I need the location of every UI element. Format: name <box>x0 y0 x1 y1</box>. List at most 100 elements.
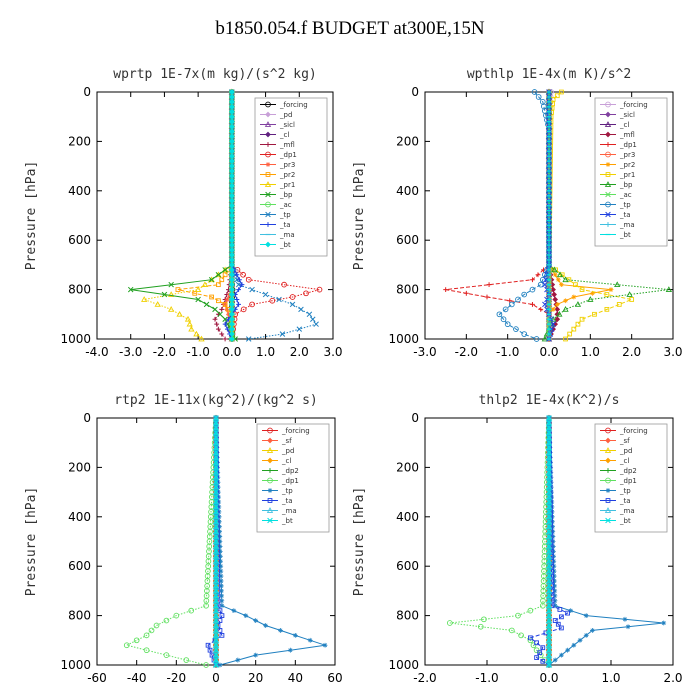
legend-entry: _forcing <box>281 427 310 435</box>
series-point <box>540 645 546 651</box>
legend: _forcing _sf _pd _cl _dp2 _dp1 _tp _ta _ma _bt <box>594 423 668 533</box>
series-point <box>546 484 552 490</box>
x-tick-label: -1.0 <box>496 345 519 359</box>
panel-rtp2: rtp2 1E-11x(kg^2)/(kg^2 s) Pressure [hPa]… <box>24 393 343 685</box>
series-point <box>216 282 221 288</box>
legend-entry: _dp1 <box>281 477 299 485</box>
y-tick-label: 400 <box>396 510 419 524</box>
series-point <box>213 662 219 668</box>
series-group <box>123 414 328 668</box>
legend-entry: _bp <box>619 181 633 189</box>
series-point <box>484 294 490 300</box>
legend-entry: _ma <box>281 507 297 515</box>
series-point <box>219 593 225 599</box>
x-tick-label: 3.0 <box>323 345 342 359</box>
y-tick-label: 200 <box>68 460 91 474</box>
legend-swatch-marker <box>605 211 611 218</box>
series-point <box>513 326 519 332</box>
series-point <box>530 642 537 649</box>
x-tick-label: -20 <box>167 671 187 685</box>
series-point <box>218 558 223 564</box>
series-point <box>217 539 223 544</box>
series-point <box>546 444 552 451</box>
series-point <box>245 276 252 283</box>
series-point <box>549 489 554 495</box>
legend-entry: _cl <box>279 131 289 139</box>
series-point <box>546 464 552 471</box>
series-point <box>546 598 552 604</box>
series-point <box>195 296 201 303</box>
series-point <box>219 588 224 594</box>
series-point <box>546 647 552 653</box>
legend-entry: _dp2 <box>619 467 637 475</box>
series-point <box>527 607 534 614</box>
series-point <box>546 573 552 579</box>
series-point <box>292 632 298 638</box>
series-point <box>579 287 585 292</box>
series-point <box>219 306 225 312</box>
legend-entry: _sf <box>619 437 630 445</box>
series-point <box>552 593 558 599</box>
series-point <box>530 302 535 307</box>
y-tick-label: 1000 <box>388 332 419 346</box>
legend-swatch-marker <box>265 191 271 198</box>
series-point <box>313 321 319 327</box>
series-point <box>559 614 564 620</box>
series-point <box>222 267 228 273</box>
series-point <box>303 290 309 297</box>
series-point <box>575 321 581 327</box>
series-point <box>217 628 223 633</box>
legend-entry: _ta <box>281 497 293 505</box>
series-point <box>587 296 594 302</box>
series-point <box>203 301 210 308</box>
series-point <box>554 93 560 99</box>
series-point <box>573 282 578 288</box>
legend-entry: _cl <box>281 457 291 465</box>
series-point <box>213 627 219 634</box>
series-point <box>148 627 155 634</box>
series-point <box>215 326 221 332</box>
series-point <box>231 608 237 614</box>
series-point <box>263 623 268 628</box>
series-point <box>224 297 230 302</box>
series-point <box>193 330 200 337</box>
series-point <box>281 281 287 288</box>
series-point <box>529 286 536 293</box>
series-point <box>552 618 558 623</box>
series-point <box>198 335 205 342</box>
series-point <box>554 316 561 323</box>
series-point <box>205 642 211 648</box>
series-point <box>546 637 552 644</box>
legend-entry: _mfl <box>279 141 295 149</box>
legend-swatch-marker <box>605 427 611 434</box>
legend-entry: _tp <box>279 211 291 219</box>
legend-entry: _ac <box>279 201 292 209</box>
series-point <box>508 301 515 308</box>
series-point <box>556 271 564 278</box>
legend-swatch-marker <box>605 191 611 198</box>
series-point <box>176 310 183 317</box>
series-point <box>583 632 589 638</box>
series-point <box>546 420 552 426</box>
series-point <box>616 302 622 307</box>
series-point <box>546 657 552 663</box>
series-point <box>546 548 552 555</box>
legend-entry: _bp <box>279 191 293 199</box>
series-point <box>546 578 552 584</box>
series-point <box>556 310 563 317</box>
series-point <box>296 326 303 332</box>
series-point <box>563 336 568 342</box>
series-point <box>583 613 589 618</box>
y-tick-label: 600 <box>396 233 419 247</box>
series-point <box>546 533 552 540</box>
series-point <box>546 494 552 500</box>
legend-swatch-marker <box>265 201 271 208</box>
series-point <box>213 652 219 658</box>
legend-swatch-marker <box>605 457 611 464</box>
legend-swatch-marker <box>605 201 611 208</box>
series-point <box>530 277 535 283</box>
legend-entry: _tp <box>619 487 631 495</box>
series-point <box>559 625 564 631</box>
series-point <box>543 630 549 636</box>
series-point <box>213 509 219 515</box>
